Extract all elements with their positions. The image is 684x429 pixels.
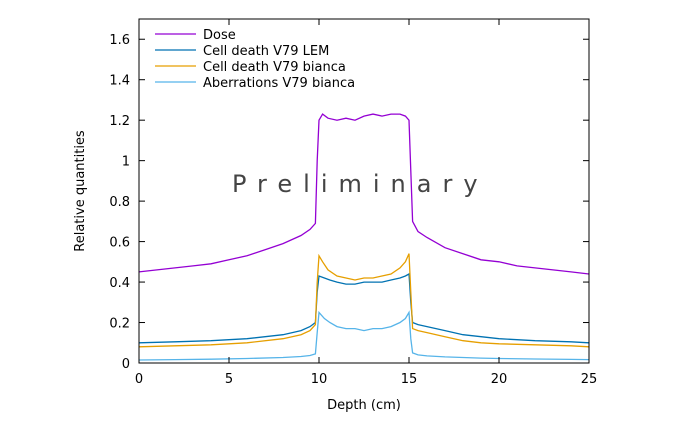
x-axis-label: Depth (cm) [327,398,401,413]
series-line-cell-death-v79-lem [138,272,590,344]
legend-entry: Dose [203,28,236,43]
preliminary-annotation: Preliminary [232,170,489,198]
x-tick-label: 5 [225,372,233,387]
y-tick-label: 0 [122,357,130,372]
plot-frame [138,18,590,364]
x-tick-label: 0 [135,372,143,387]
legend-entry: Cell death V79 bianca [203,60,346,75]
x-tick-label: 10 [311,372,328,387]
series-line-aberrations-v79-bianca [138,310,590,361]
x-tick-label: 15 [401,372,418,387]
y-tick-label: 0.6 [109,236,130,251]
y-tick-label: 0.8 [109,195,130,210]
y-tick-label: 0.4 [109,276,130,291]
x-tick-label: 20 [491,372,508,387]
legend-entry: Cell death V79 LEM [203,44,329,59]
y-tick-label: 1.4 [109,74,130,89]
x-tick-label: 25 [581,372,598,387]
y-tick-label: 1.2 [109,114,130,129]
y-tick-label: 0.2 [109,317,130,332]
legend-entry: Aberrations V79 bianca [203,76,355,91]
series-line-dose [138,113,590,275]
series-layer [138,113,590,361]
ticks-layer: 0 5 10 15 20 25 0 0.2 0.4 0.6 0.8 1 1.2 1.4 1.6 [109,19,597,387]
series-line-cell-death-v79-bianca [138,253,590,348]
y-axis-label: Relative quantities [73,130,88,252]
y-tick-label: 1.6 [109,33,130,48]
y-tick-label: 1 [122,155,130,170]
